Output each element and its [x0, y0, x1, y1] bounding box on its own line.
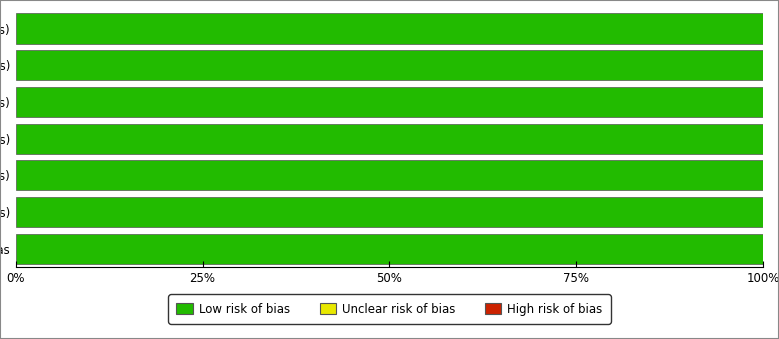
- Bar: [16, 87, 763, 117]
- Legend: Low risk of bias, Unclear risk of bias, High risk of bias: Low risk of bias, Unclear risk of bias, …: [168, 294, 611, 324]
- Bar: [16, 197, 763, 227]
- Bar: [16, 50, 763, 80]
- Bar: [16, 160, 763, 191]
- Bar: [16, 234, 763, 264]
- Bar: [16, 124, 763, 154]
- Bar: [16, 14, 763, 44]
